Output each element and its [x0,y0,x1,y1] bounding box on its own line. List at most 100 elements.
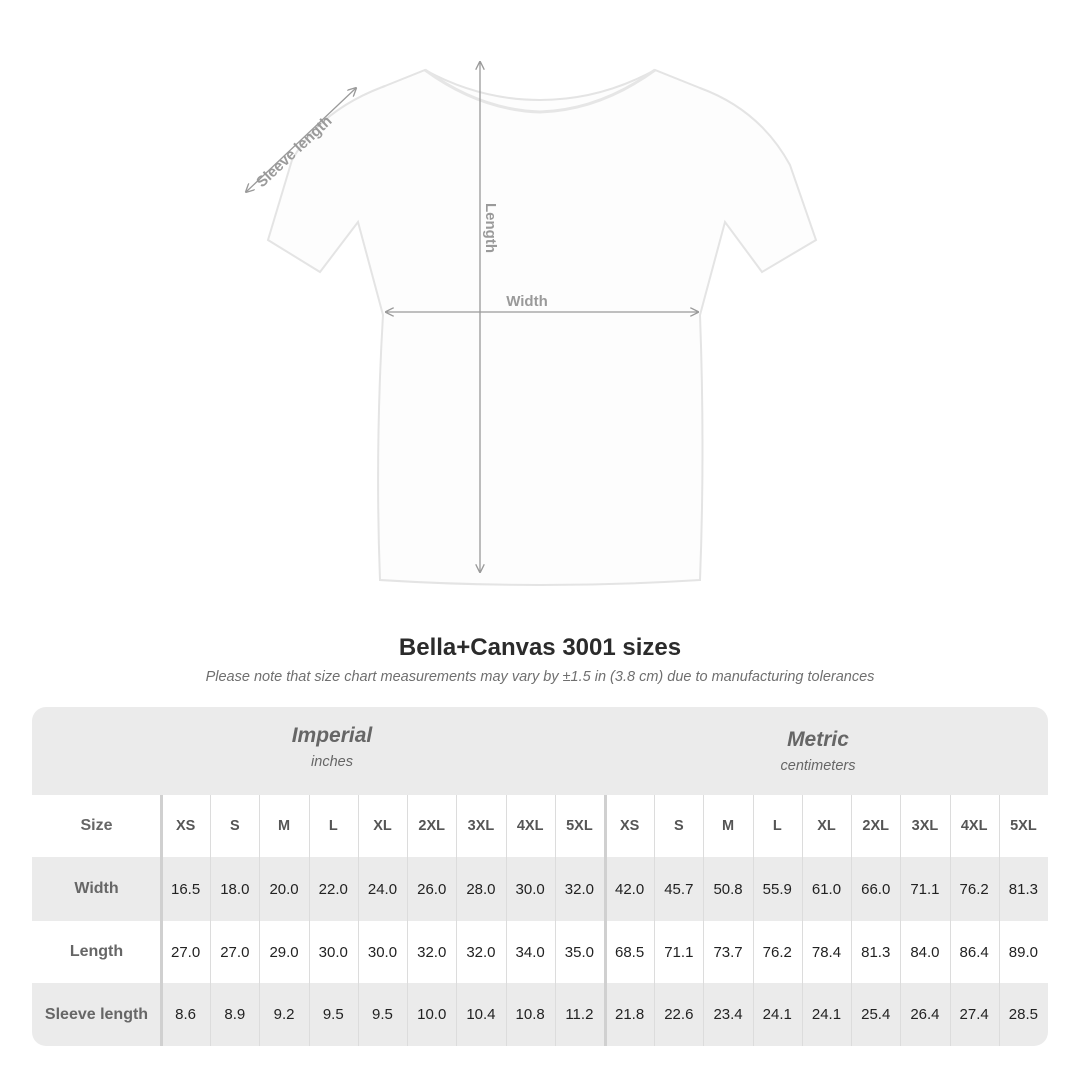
size-header-cell: 2XL [418,818,446,834]
metric-value-cell: 78.4 [811,943,842,961]
table-row: Length 27.0 27.0 29.0 30.0 30.0 32.0 32.0 34.0 35… [32,921,1048,983]
row-label: Sleeve length [44,1005,149,1023]
size-header-cell: XS [619,818,640,834]
imperial-value-cell: 8.6 [175,1006,197,1023]
size-header-cell: 4XL [960,818,988,834]
imperial-value-cell: 20.0 [269,880,299,898]
imperial-value-cell: 9.2 [273,1006,295,1023]
table-row: Sleeve length 8.6 8.9 9.2 9.5 9.5 10.0 10.4 10.8… [32,983,1048,1046]
metric-value-cell: 89.0 [1008,943,1038,961]
metric-value-cell: 21.8 [615,1006,645,1023]
imperial-value-cell: 9.5 [322,1006,344,1023]
metric-value-cell: 26.4 [910,1006,940,1023]
column-divider [259,795,261,1046]
imperial-value-cell: 30.0 [318,943,348,961]
size-header-cell: L [772,818,782,834]
metric-value-cell: 84.0 [910,943,940,961]
size-header-cell: 2XL [862,818,890,834]
imperial-value-cell: 11.2 [565,1006,594,1023]
imperial-value-cell: 27.0 [171,943,201,961]
width-label: Width [506,293,548,310]
imperial-value-cell: 16.5 [171,880,201,898]
metric-value-cell: 28.5 [1008,1006,1038,1023]
column-divider [505,795,507,1046]
size-header-cell: S [673,818,684,834]
column-divider [949,795,951,1046]
length-label: Length [482,203,499,253]
imperial-value-cell: 30.0 [367,943,398,961]
imperial-value-cell: 22.0 [318,880,348,898]
metric-value-cell: 71.1 [910,880,940,898]
column-divider [604,795,607,1046]
metric-value-cell: 55.9 [762,880,792,898]
imperial-value-cell: 26.0 [417,880,447,898]
size-header-cell: 5XL [1010,818,1037,834]
sleeve-measure-line [246,88,356,192]
size-header-row: Size XS S M L XL 2XL 3XL 4XL 5XL XS S M L XL 2XL 3XL 4XL 5… [32,795,1048,857]
metric-value-cell: 42.0 [615,880,645,898]
metric-value-cell: 50.8 [713,880,743,898]
imperial-value-cell: 28.0 [466,880,496,898]
metric-value-cell: 66.0 [861,880,891,898]
tshirt-diagram: Length Width Sleeve length [0,0,818,586]
column-divider [160,795,163,1046]
metric-value-cell: 76.2 [762,943,792,961]
tolerance-note: Please note that size chart measurements… [205,669,875,685]
imperial-value-cell: 34.0 [515,943,545,961]
column-divider [851,795,853,1046]
imperial-value-cell: 24.0 [367,880,398,898]
imperial-value-cell: 10.0 [417,1006,447,1023]
imperial-value-cell: 18.0 [220,880,250,898]
metric-value-cell: 61.0 [811,880,842,898]
imperial-value-cell: 35.0 [564,943,594,961]
imperial-value-cell: 32.0 [466,943,496,961]
metric-value-cell: 81.3 [1008,880,1038,898]
size-label: Size [80,817,113,834]
column-divider [900,795,902,1046]
metric-value-cell: 24.1 [811,1006,842,1023]
imperial-value-cell: 9.5 [372,1006,393,1023]
page-title: Bella+Canvas 3001 sizes [398,634,682,661]
size-header-cell: 3XL [467,818,495,834]
column-divider [456,795,458,1046]
imperial-value-cell: 32.0 [417,943,447,961]
size-header-cell: 3XL [911,818,939,834]
imperial-header: Imperial inches [232,724,432,770]
column-divider [308,795,310,1046]
size-header-cell: 4XL [516,818,544,834]
metric-value-cell: 45.7 [664,880,694,898]
column-divider [703,795,705,1046]
imperial-value-cell: 32.0 [564,880,594,898]
size-header-cell: 5XL [566,818,593,834]
imperial-value-cell: 29.0 [269,943,299,961]
metric-value-cell: 27.4 [959,1006,989,1023]
size-header-cell: M [722,818,735,834]
metric-value-cell: 81.3 [861,943,891,961]
size-header-cell: XL [817,818,836,834]
column-divider [357,795,359,1046]
size-header-cell: L [328,818,338,834]
metric-value-cell: 23.4 [713,1006,743,1023]
metric-value-cell: 73.7 [713,943,743,961]
column-divider [554,795,556,1046]
metric-title: Metric [787,728,849,751]
unit-header-band [32,707,1048,795]
imperial-value-cell: 8.9 [224,1006,246,1023]
metric-value-cell: 22.6 [664,1006,694,1023]
size-header-cell: XS [175,818,196,834]
metric-header: Metric centimeters [718,728,918,774]
metric-value-cell: 71.1 [664,943,694,961]
imperial-value-cell: 27.0 [220,943,250,961]
column-divider [801,795,803,1046]
metric-value-cell: 68.5 [615,943,645,961]
size-header-cell: XL [373,818,392,834]
imperial-title: Imperial [291,724,373,747]
column-divider [752,795,754,1046]
column-divider [654,795,656,1046]
imperial-value-cell: 30.0 [515,880,545,898]
row-label: Width [74,880,119,897]
column-divider [210,795,212,1046]
metric-value-cell: 76.2 [959,880,989,898]
column-divider [407,795,409,1046]
imperial-value-cell: 10.4 [466,1006,496,1023]
